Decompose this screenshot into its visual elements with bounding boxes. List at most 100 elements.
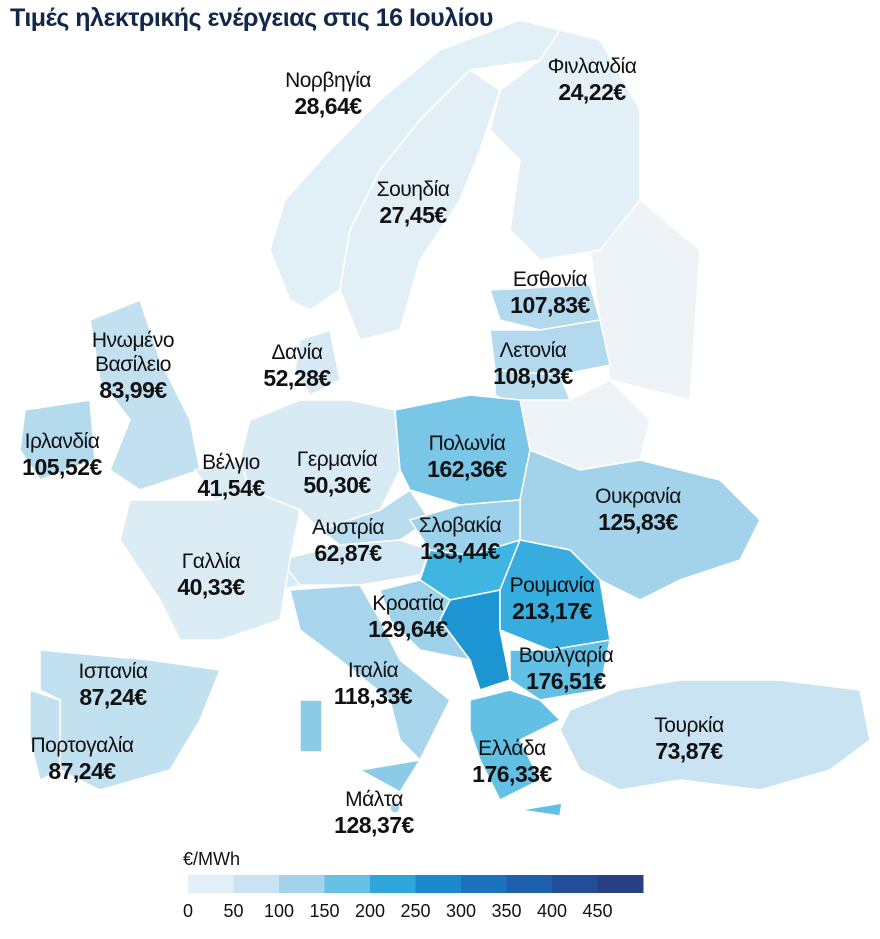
value-label: 87,24€ xyxy=(79,684,147,710)
country-name: Ελλάδα xyxy=(478,737,546,760)
country-shape xyxy=(278,539,431,586)
value-label: 107,83€ xyxy=(510,292,590,318)
country-name: Ρουμανία xyxy=(509,574,595,597)
country-label: Νορβηγία 28,64€ xyxy=(285,69,371,119)
value-label: 128,37€ xyxy=(334,812,414,838)
country-label: Μάλτα 128,37€ xyxy=(334,788,414,838)
colorbar-tick-label: 50 xyxy=(223,901,244,921)
country-name: Γαλλία xyxy=(181,550,241,573)
colorbar-segment xyxy=(506,875,553,893)
country-name: Μάλτα xyxy=(345,788,403,811)
colorbar-tick-label: 100 xyxy=(263,901,295,921)
country-name: Δανία xyxy=(271,341,323,364)
value-label: 118,33€ xyxy=(333,683,413,709)
country-name: Αυστρία xyxy=(312,516,385,539)
country-shape xyxy=(559,679,871,791)
country-label: Ισπανία 87,24€ xyxy=(79,660,148,710)
value-label: 24,22€ xyxy=(558,79,626,105)
country-shape xyxy=(29,688,61,782)
country-label: Ιρλανδία 105,52€ xyxy=(22,430,102,480)
colorbar-tick-label: 450 xyxy=(582,901,613,921)
country-shape xyxy=(289,584,451,762)
country-name: Βουλγαρία xyxy=(518,644,614,667)
country-label: Πορτογαλία 87,24€ xyxy=(30,734,134,784)
country-name: Κροατία xyxy=(372,592,444,615)
country-name: Σλοβακία xyxy=(418,514,502,537)
country-name: Νορβηγία xyxy=(285,69,371,92)
country-shape xyxy=(239,399,401,531)
sardinia xyxy=(299,699,323,753)
country-label: Φινλανδία 24,22€ xyxy=(548,55,637,105)
country-name: Λετονία xyxy=(499,339,567,362)
value-label: 133,44€ xyxy=(420,538,500,564)
country-name: Ουκρανία xyxy=(595,485,681,508)
colorbar-segment xyxy=(279,875,325,893)
country-name: Τουρκία xyxy=(654,714,724,737)
colorbar-segment xyxy=(233,875,280,893)
colorbar-segment xyxy=(552,875,598,893)
country-label: Ιταλία 118,33€ xyxy=(333,659,413,709)
country-shape xyxy=(339,69,501,341)
colorbar-tick-label: 300 xyxy=(445,901,477,921)
value-label: 87,24€ xyxy=(48,758,116,784)
country-shape xyxy=(294,329,341,396)
country-name: Φινλανδία xyxy=(547,55,637,78)
country-label: Ηνωμένο Βασίλειο 83,99€ xyxy=(78,329,188,403)
colorbar xyxy=(188,875,644,893)
value-label: 50,30€ xyxy=(303,472,371,498)
country-label: Κροατία 129,64€ xyxy=(368,592,448,642)
colorbar-tick-label: 350 xyxy=(491,901,522,921)
country-name: Ισπανία xyxy=(78,660,148,683)
value-label: 28,64€ xyxy=(294,93,362,119)
value-label: 125,83€ xyxy=(598,509,678,535)
colorbar-segment xyxy=(461,875,507,893)
value-label: 40,33€ xyxy=(177,574,245,600)
country-label: Ελλάδα 176,33€ xyxy=(472,737,552,787)
colorbar-tick-label: 250 xyxy=(400,901,431,921)
colorbar-segment xyxy=(597,875,644,893)
country-label: Αυστρία 62,87€ xyxy=(312,516,385,566)
value-label: 73,87€ xyxy=(655,738,723,764)
country-shape xyxy=(119,489,301,641)
value-label: 162,36€ xyxy=(427,456,507,482)
colorbar-segment xyxy=(370,875,416,893)
country-label: Δανία 52,28€ xyxy=(263,341,331,391)
colorbar-tick-label: 200 xyxy=(354,901,386,921)
country-label: Βέλγιο 41,54€ xyxy=(197,451,265,501)
value-label: 27,45€ xyxy=(379,202,447,228)
sicily xyxy=(357,758,422,793)
country-label: Ρουμανία 213,17€ xyxy=(510,574,595,624)
countries xyxy=(19,19,871,817)
country-name: Ηνωμένο Βασίλειο xyxy=(91,329,175,376)
value-label: 108,03€ xyxy=(493,363,573,389)
colorbar-tick-label: 0 xyxy=(182,901,194,921)
country-shape xyxy=(469,689,563,817)
country-name: Γερμανία xyxy=(296,448,378,471)
country-label: Πολωνία 162,36€ xyxy=(427,432,507,482)
country-shape xyxy=(89,299,201,491)
value-label: 176,33€ xyxy=(472,761,552,787)
value-label: 129,64€ xyxy=(368,616,448,642)
country-name: Ιρλανδία xyxy=(24,430,100,453)
country-name: Εσθονία xyxy=(512,268,588,291)
country-label: Σλοβακία 133,44€ xyxy=(418,514,502,564)
value-label: 52,28€ xyxy=(263,365,331,391)
chart-title: Τιμές ηλεκτρικής ενέργειας στις 16 Ιουλί… xyxy=(10,4,493,32)
value-label: 41,54€ xyxy=(197,475,265,501)
legend-unit: €/MWh xyxy=(183,849,241,869)
country-shape xyxy=(379,579,472,662)
country-shape xyxy=(39,649,222,791)
country-name: Πολωνία xyxy=(428,432,506,455)
country-name: Πορτογαλία xyxy=(30,734,134,757)
country-shape xyxy=(19,399,96,481)
value-label: 62,87€ xyxy=(314,540,382,566)
country-name: Σουηδία xyxy=(376,178,450,201)
country-label: Ουκρανία 125,83€ xyxy=(595,485,681,535)
value-label: 213,17€ xyxy=(512,598,592,624)
country-shape xyxy=(499,539,611,651)
country-label: Τουρκία 73,87€ xyxy=(654,714,724,764)
country-label: Βουλγαρία 176,51€ xyxy=(519,644,614,694)
country-label: Εσθονία 107,83€ xyxy=(510,268,590,318)
value-label: 176,51€ xyxy=(526,668,606,694)
